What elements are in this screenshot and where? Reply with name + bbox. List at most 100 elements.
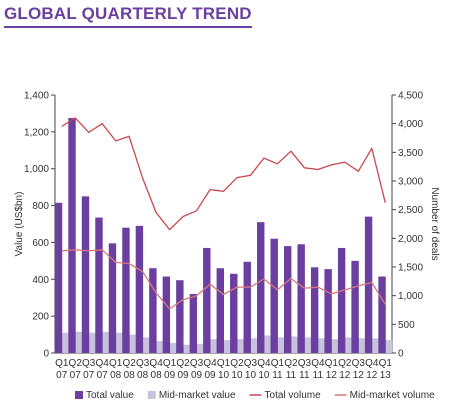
x-tick-label-quarter: Q4 (203, 358, 217, 369)
total-value-bar (364, 216, 373, 353)
mid-market-value-bar (115, 332, 123, 353)
total-value-bar (270, 238, 278, 353)
total-value-bar (337, 247, 346, 353)
total-value-bar (162, 276, 171, 353)
x-tick-label-quarter: Q2 (284, 358, 298, 369)
right-tick-label: 0 (398, 349, 404, 360)
x-tick-label-year: 12 (339, 370, 351, 381)
right-axis-ticks: 0 500 1,000 1,500 2,000 2,500 3,000 3,500 4,000 4… (392, 91, 423, 360)
right-tick-label: 1,000 (398, 291, 423, 302)
x-tick-label-year: 09 (177, 370, 189, 381)
x-tick-label-quarter: Q3 (352, 358, 366, 369)
total-value-bar (324, 269, 332, 353)
x-tick-label-year: 10 (245, 370, 257, 381)
total-value-bar (203, 247, 211, 353)
x-tick-label-year: 12 (366, 370, 378, 381)
left-tick-label: 200 (32, 312, 49, 323)
x-tick-label-quarter: Q3 (82, 358, 96, 369)
x-tick-label-quarter: Q1 (379, 358, 393, 369)
x-tick-label-quarter: Q2 (230, 358, 244, 369)
total-value-bar (351, 260, 359, 353)
y2-axis-label: Number of deals (429, 187, 440, 260)
x-tick-label-year: 08 (110, 370, 122, 381)
mid-market-value-bar (169, 342, 177, 353)
legend-swatch-mid-market-value (147, 391, 156, 399)
mid-market-value-bars (61, 331, 393, 353)
volume-lines (61, 117, 386, 310)
total-value-bar (310, 267, 319, 353)
mid-market-value-bar (344, 337, 352, 353)
x-tick-label-year: 07 (97, 370, 109, 381)
mid-market-value-bar (276, 337, 285, 353)
x-tick-label-year: 12 (353, 370, 365, 381)
x-tick-label-quarter: Q1 (109, 358, 123, 369)
x-tick-label-quarter: Q3 (190, 358, 204, 369)
x-tick-label-quarter: Q3 (298, 358, 312, 369)
x-tick-label-year: 11 (286, 370, 297, 381)
x-tick-label-quarter: Q1 (271, 358, 285, 369)
total-value-bar (68, 118, 76, 354)
total-value-bar (283, 246, 292, 353)
x-tick-label-quarter: Q2 (122, 358, 136, 369)
left-tick-label: 1,200 (24, 127, 49, 138)
right-tick-label: 500 (398, 320, 415, 331)
left-tick-label: 0 (43, 349, 49, 360)
x-tick-label-year: 11 (313, 370, 324, 381)
x-tick-label-year: 10 (258, 370, 270, 381)
x-tick-label-quarter: Q1 (217, 358, 231, 369)
total-value-bars (54, 118, 386, 354)
mid-market-value-bar (330, 339, 339, 353)
x-axis-ticks: Q107Q207Q307Q407Q108Q208Q308Q408Q109Q209… (55, 358, 392, 381)
x-tick-label-year: 08 (151, 370, 163, 381)
mid-market-value-bar (74, 331, 83, 353)
legend-label-total-value: Total value (86, 390, 134, 401)
x-tick-label-quarter: Q1 (55, 358, 69, 369)
left-tick-label: 1,400 (24, 91, 49, 102)
left-tick-label: 600 (32, 238, 49, 249)
x-tick-label-year: 11 (299, 370, 310, 381)
x-tick-label-year: 08 (124, 370, 136, 381)
total-value-bar (108, 243, 117, 353)
right-tick-label: 2,000 (398, 234, 423, 245)
x-tick-label-year: 09 (164, 370, 176, 381)
total-value-bar (149, 268, 157, 353)
left-tick-label: 400 (32, 275, 49, 286)
x-tick-label-year: 13 (380, 370, 392, 381)
mid-market-value-bar (384, 340, 393, 353)
mid-market-value-bar (128, 334, 137, 353)
legend-label-total-volume: Total volume (265, 390, 322, 401)
left-tick-label: 800 (32, 201, 49, 212)
x-tick-label-quarter: Q4 (96, 358, 110, 369)
left-axis-ticks: 0 200 400 600 800 1,000 1,200 1,400 (24, 91, 55, 360)
total-value-bar (378, 276, 386, 353)
mid-market-value-bar (101, 331, 110, 353)
x-tick-label-quarter: Q4 (365, 358, 379, 369)
right-tick-label: 2,500 (398, 205, 423, 216)
total-value-bar (176, 280, 184, 353)
mid-market-value-bar (357, 338, 366, 353)
mid-market-value-bar (182, 344, 190, 353)
x-tick-label-quarter: Q3 (244, 358, 258, 369)
legend-label-mid-market-value: Mid-market value (159, 390, 236, 401)
y-axis-label: Value (US$bn) (14, 192, 25, 257)
x-tick-label-year: 07 (56, 370, 68, 381)
chart-title: GLOBAL QUARTERLY TREND (4, 4, 252, 23)
mid-market-value-bar (371, 338, 379, 353)
mid-market-value-bar (290, 336, 298, 353)
mid-market-value-bar (263, 335, 271, 353)
legend-swatch-total-value (75, 391, 83, 399)
x-tick-label-year: 11 (272, 370, 283, 381)
x-tick-label-quarter: Q1 (163, 358, 177, 369)
x-tick-label-year: 09 (204, 370, 216, 381)
total-value-bar (297, 244, 305, 353)
right-tick-label: 4,000 (398, 119, 423, 130)
title-underline (4, 26, 252, 28)
x-tick-label-year: 09 (191, 370, 203, 381)
mid-market-value-bar (303, 337, 312, 353)
total-value-bar (135, 225, 144, 353)
x-tick-label-year: 12 (326, 370, 338, 381)
x-tick-label-quarter: Q4 (257, 358, 271, 369)
mid-market-value-bar (249, 338, 258, 353)
right-tick-label: 4,500 (398, 91, 423, 102)
total-value-bar (189, 294, 198, 353)
